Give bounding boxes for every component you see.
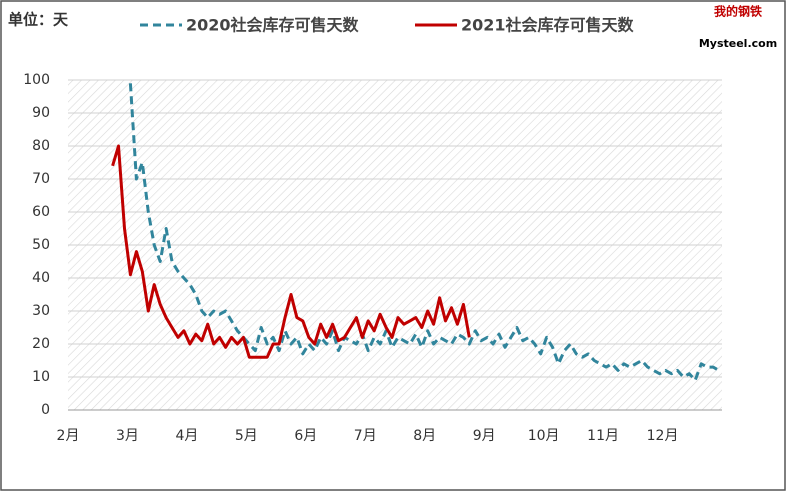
y-tick-label: 30 [32,303,50,319]
y-tick-label: 40 [32,270,50,286]
x-tick-label: 12月 [647,428,679,444]
y-tick-label: 100 [23,72,50,88]
legend-label: 2020社会库存可售天数 [186,16,360,35]
y-tick-label: 90 [32,105,50,121]
y-tick-label: 70 [32,171,50,187]
x-tick-label: 6月 [294,428,317,444]
x-tick-label: 10月 [528,428,560,444]
x-tick-label: 2月 [57,428,80,444]
y-tick-label: 50 [32,237,50,253]
series-line [111,144,471,359]
x-tick-label: 7月 [354,428,377,444]
x-tick-label: 3月 [116,428,139,444]
legend-label: 2021社会库存可售天数 [461,16,635,35]
x-tick-label: 8月 [413,428,436,444]
unit-label: 单位：天 [8,11,69,29]
x-tick-label: 5月 [235,428,258,444]
logo-bottom: Mysteel.com [699,37,777,50]
y-tick-label: 60 [32,204,50,220]
x-tick-label: 4月 [175,428,198,444]
y-tick-label: 0 [41,402,50,418]
y-tick-label: 80 [32,138,50,154]
x-tick-label: 9月 [473,428,496,444]
x-tick-label: 11月 [587,428,619,444]
logo-top: 我的钢铁 [714,4,762,19]
y-tick-label: 10 [32,369,50,385]
series-line [128,83,720,382]
y-tick-label: 20 [32,336,50,352]
